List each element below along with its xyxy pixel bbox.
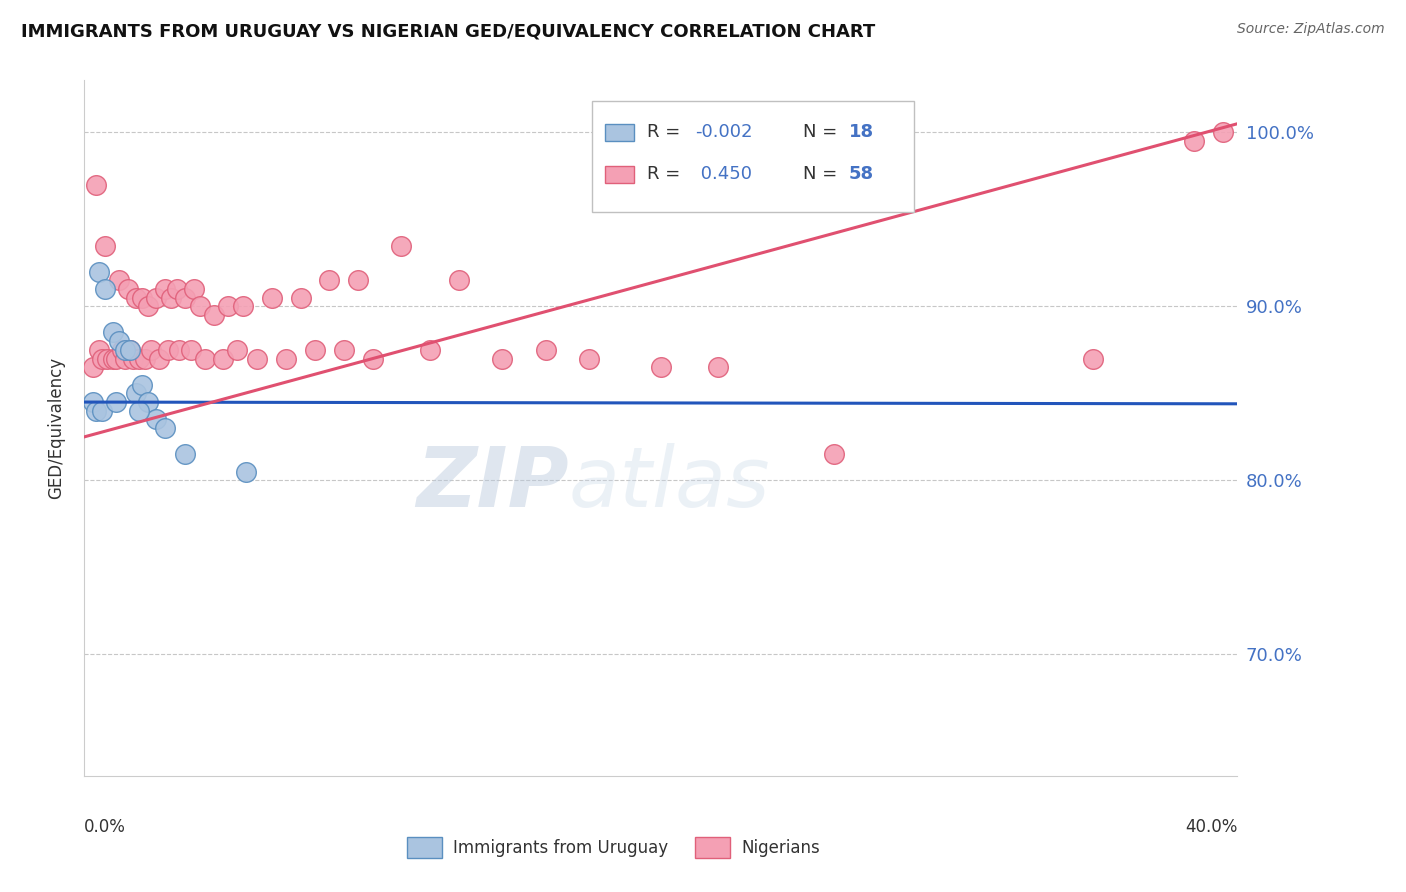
Point	[125, 386, 148, 401]
Point	[139, 343, 162, 357]
Point	[578, 351, 600, 366]
Point	[361, 351, 384, 366]
Point	[145, 412, 167, 426]
Text: 18: 18	[849, 123, 875, 142]
Point	[131, 377, 153, 392]
Point	[232, 299, 254, 313]
Text: IMMIGRANTS FROM URUGUAY VS NIGERIAN GED/EQUIVALENCY CORRELATION CHART: IMMIGRANTS FROM URUGUAY VS NIGERIAN GED/…	[21, 22, 876, 40]
Point	[1212, 125, 1234, 139]
Point	[491, 351, 513, 366]
Point	[391, 238, 413, 252]
Point	[226, 343, 249, 357]
Point	[166, 282, 188, 296]
Point	[105, 351, 128, 366]
Point	[276, 351, 298, 366]
Bar	[408, 838, 441, 858]
Point	[153, 421, 176, 435]
Point	[153, 282, 176, 296]
Point	[707, 360, 730, 375]
Text: Source: ZipAtlas.com: Source: ZipAtlas.com	[1237, 22, 1385, 37]
Point	[114, 351, 136, 366]
Point	[194, 351, 217, 366]
Point	[90, 351, 112, 366]
Bar	[606, 124, 634, 141]
Text: 58: 58	[849, 165, 875, 183]
Bar	[606, 166, 634, 183]
Point	[120, 343, 142, 357]
Point	[218, 299, 240, 313]
Point	[290, 291, 312, 305]
Point	[419, 343, 441, 357]
Point	[188, 299, 211, 313]
Point	[128, 403, 150, 417]
Point	[125, 291, 148, 305]
Text: R =: R =	[647, 123, 686, 142]
Point	[304, 343, 326, 357]
Point	[534, 343, 557, 357]
Point	[160, 291, 183, 305]
Point	[136, 395, 159, 409]
Point	[128, 351, 150, 366]
Point	[347, 273, 370, 287]
Point	[145, 291, 167, 305]
Point	[211, 351, 233, 366]
Text: atlas: atlas	[568, 443, 770, 524]
Point	[82, 360, 104, 375]
Point	[120, 343, 142, 357]
Bar	[696, 838, 730, 858]
Point	[148, 351, 170, 366]
Point	[136, 299, 159, 313]
Point	[84, 178, 107, 192]
Text: Immigrants from Uruguay: Immigrants from Uruguay	[453, 838, 668, 856]
Point	[449, 273, 471, 287]
Text: 0.0%: 0.0%	[84, 818, 127, 836]
Point	[93, 282, 115, 296]
Point	[318, 273, 340, 287]
Point	[156, 343, 179, 357]
Point	[117, 282, 139, 296]
Point	[108, 273, 131, 287]
Point	[90, 403, 112, 417]
Point	[93, 238, 115, 252]
Point	[174, 447, 197, 461]
Point	[111, 343, 134, 357]
Text: ZIP: ZIP	[416, 443, 568, 524]
Point	[169, 343, 191, 357]
Point	[650, 360, 672, 375]
Point	[105, 395, 128, 409]
Point	[87, 343, 110, 357]
Text: -0.002: -0.002	[696, 123, 752, 142]
Text: N =: N =	[803, 165, 842, 183]
Point	[333, 343, 356, 357]
Y-axis label: GED/Equivalency: GED/Equivalency	[48, 357, 66, 500]
Point	[87, 264, 110, 278]
Point	[122, 351, 145, 366]
Point	[82, 395, 104, 409]
Point	[96, 351, 118, 366]
Point	[183, 282, 205, 296]
Point	[131, 291, 153, 305]
Point	[114, 343, 136, 357]
Point	[235, 465, 257, 479]
Text: 40.0%: 40.0%	[1185, 818, 1237, 836]
Point	[1083, 351, 1105, 366]
Point	[174, 291, 197, 305]
Point	[103, 351, 124, 366]
Text: N =: N =	[803, 123, 842, 142]
Point	[180, 343, 202, 357]
Bar	[592, 101, 914, 212]
Text: 0.450: 0.450	[696, 165, 752, 183]
Point	[1182, 134, 1205, 148]
Point	[134, 351, 156, 366]
Point	[246, 351, 269, 366]
Point	[260, 291, 283, 305]
Point	[108, 334, 131, 348]
Text: Nigerians: Nigerians	[741, 838, 820, 856]
Point	[202, 308, 225, 322]
Point	[103, 326, 124, 340]
Point	[823, 447, 845, 461]
Point	[84, 403, 107, 417]
Text: R =: R =	[647, 165, 686, 183]
